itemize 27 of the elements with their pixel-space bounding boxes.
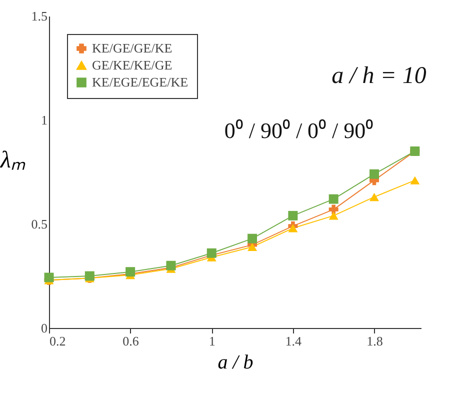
legend-label: KE/GE/GE/KE [92,40,172,56]
annotation: 0⁰ / 90⁰ / 0⁰ / 90⁰ [224,118,374,143]
y-axis-title: λₘ [0,148,26,174]
point [44,272,54,282]
point [370,169,379,179]
point [410,176,420,184]
y-tick-label: 0 [41,320,48,336]
x-axis-title: a / b [218,352,254,374]
point [328,194,338,204]
x-tick-label: 1.4 [285,334,302,348]
legend-label: KE/EGE/EGE/KE [92,74,188,90]
point [248,242,258,251]
point [328,204,338,214]
x-tick-label: 0.2 [50,334,66,348]
annotation: a / h = 10 [332,63,426,89]
x-tick-label: 0.6 [122,334,140,348]
point [248,234,258,244]
point [328,212,338,220]
point [288,210,298,220]
y-tick-label: 1 [41,112,48,128]
x-tick-label: 1.8 [366,334,383,348]
point [370,192,379,202]
point [288,224,298,232]
y-tick-label: 0.5 [31,216,48,232]
y-tick-label: 1.5 [31,8,48,24]
legend-label: GE/KE/KE/GE [92,58,172,72]
x-tick-label: 1 [208,334,216,348]
